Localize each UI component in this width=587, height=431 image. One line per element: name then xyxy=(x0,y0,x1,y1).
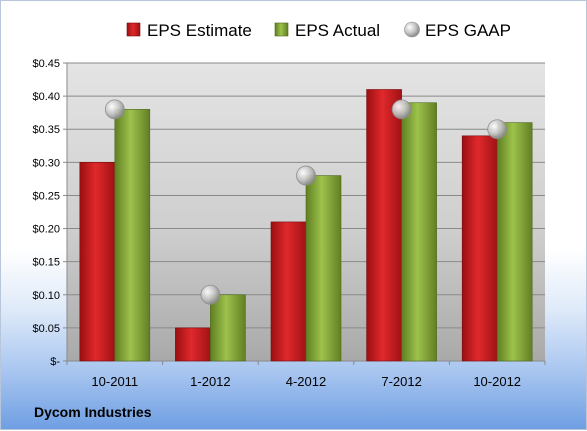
company-name: Dycom Industries xyxy=(34,404,152,420)
bar-eps-actual xyxy=(401,102,437,362)
legend-label-eps-estimate: EPS Estimate xyxy=(147,21,252,40)
legend-label-eps-gaap: EPS GAAP xyxy=(425,21,511,40)
x-tick-label: 7-2012 xyxy=(381,374,421,389)
bar-eps-actual xyxy=(210,294,246,362)
y-tick-label: $0.20 xyxy=(32,224,60,236)
x-tick-label: 10-2012 xyxy=(473,374,521,389)
bar-eps-estimate xyxy=(461,135,498,362)
x-tick-label: 10-2011 xyxy=(91,374,138,389)
point-eps-gaap xyxy=(296,165,316,186)
legend-swatch-eps-gaap xyxy=(404,21,420,38)
point-eps-gaap xyxy=(391,99,412,120)
legend-swatch-eps-estimate xyxy=(126,22,141,37)
bar-eps-actual xyxy=(496,122,533,362)
y-tick-label: $0.05 xyxy=(32,323,60,335)
legend-label-eps-actual: EPS Actual xyxy=(295,21,380,40)
legend: EPS Estimate EPS Actual EPS GAAP xyxy=(126,21,511,40)
y-tick-label: $0.30 xyxy=(32,157,60,169)
point-eps-gaap xyxy=(200,284,221,305)
y-tick-label: $0.35 xyxy=(32,124,60,136)
point-eps-gaap xyxy=(104,99,125,120)
legend-swatch-eps-actual xyxy=(274,22,289,37)
y-tick-label: $0.40 xyxy=(32,91,60,103)
x-tick-label: 4-2012 xyxy=(286,374,326,389)
bar-eps-actual xyxy=(114,109,151,362)
y-tick-label: $0.45 xyxy=(32,58,60,70)
bar-eps-estimate xyxy=(79,162,116,362)
x-tick-label: 1-2012 xyxy=(190,374,230,389)
bar-eps-estimate xyxy=(270,221,307,362)
y-tick-label: $0.10 xyxy=(32,290,60,302)
y-tick-label: $0.15 xyxy=(32,257,60,269)
point-eps-gaap xyxy=(487,119,508,140)
bar-eps-estimate xyxy=(175,327,211,362)
y-tick-label: $- xyxy=(50,356,60,368)
y-tick-label: $0.25 xyxy=(32,190,60,202)
bar-eps-actual xyxy=(305,175,342,362)
bar-eps-estimate xyxy=(366,89,402,362)
